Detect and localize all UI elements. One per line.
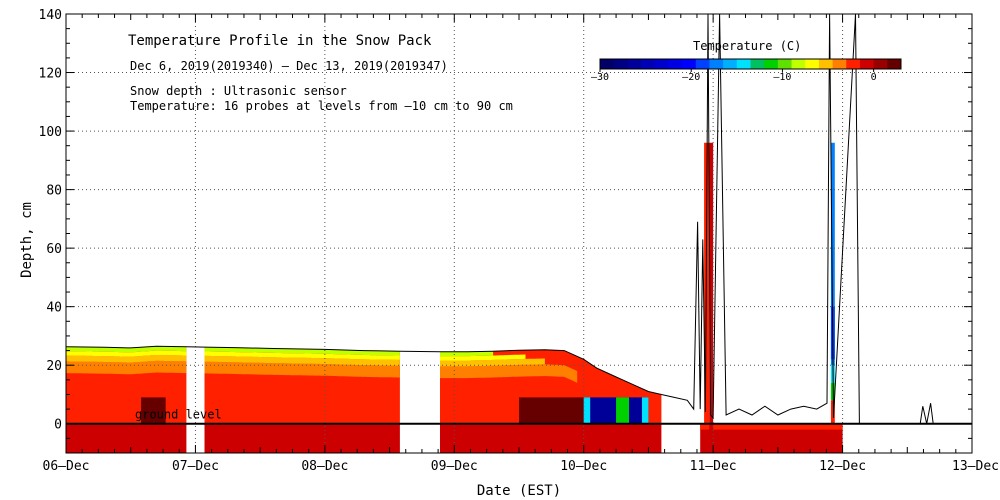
temperature-patch: [709, 142, 714, 453]
colorbar-tick-label: 0: [871, 72, 877, 83]
colorbar-swatch: [682, 59, 697, 69]
temperature-band: [204, 355, 400, 366]
temperature-band: [66, 360, 187, 375]
y-tick-label: 100: [39, 125, 62, 140]
y-tick-label: 60: [46, 242, 62, 257]
colorbar-swatch: [750, 59, 765, 69]
temperature-patch: [616, 397, 630, 424]
colorbar-swatch: [613, 59, 628, 69]
colorbar-tick-label: –10: [773, 72, 791, 83]
y-axis-ticks: 0 20 40 60 80 100 120 140: [39, 8, 972, 454]
y-tick-label: 140: [39, 8, 62, 23]
note-snow-depth: Snow depth : Ultrasonic sensor: [130, 84, 347, 98]
colorbar-label: Temperature (C): [693, 39, 801, 53]
colorbar-swatch: [641, 59, 656, 69]
date-range: Dec 6, 2019(2019340) – Dec 13, 2019(2019…: [130, 59, 448, 73]
temperature-band: [204, 347, 400, 356]
colorbar-frame: [599, 58, 902, 70]
colorbar-swatch: [873, 59, 888, 69]
y-tick-label: 40: [46, 301, 62, 316]
temperature-bands: [66, 346, 843, 453]
temperature-band: [440, 351, 494, 357]
temperature-colorbar: –30 –20 –10 0: [591, 58, 902, 83]
temperature-patch: [830, 400, 835, 424]
colorbar-swatch: [668, 59, 683, 69]
temperature-patch: [141, 397, 166, 424]
temperature-band: [700, 423, 843, 430]
x-tick-label: 10–Dec: [560, 459, 607, 474]
y-tick-label: 20: [46, 359, 62, 374]
x-tick-label: 13–Dec: [952, 459, 999, 474]
colorbar-swatch: [654, 59, 669, 69]
temperature-band: [66, 355, 187, 363]
temperature-band: [440, 423, 662, 453]
colorbar-swatch: [627, 59, 642, 69]
temperature-patch: [830, 142, 835, 366]
temperature-patch: [641, 397, 649, 424]
temperature-band: [204, 351, 400, 360]
temperature-patch: [583, 397, 591, 424]
x-tick-label: 09–Dec: [431, 459, 478, 474]
y-tick-label: 0: [54, 418, 62, 433]
y-tick-label: 120: [39, 67, 62, 82]
colorbar-swatch: [695, 59, 710, 69]
colorbar-tick-label: –20: [682, 72, 700, 83]
colorbar-swatch: [846, 59, 861, 69]
x-tick-label: 12–Dec: [819, 459, 866, 474]
y-tick-label: 80: [46, 184, 62, 199]
x-axis-label: Date (EST): [477, 483, 561, 499]
colorbar-swatch: [859, 59, 875, 69]
colorbar-tick-label: –30: [591, 72, 609, 83]
note-temperature: Temperature: 16 probes at levels from –1…: [130, 99, 513, 113]
temperature-band: [204, 423, 400, 453]
colorbar-swatch: [777, 59, 793, 69]
colorbar-swatch: [723, 59, 738, 69]
chart-title: Temperature Profile in the Snow Pack: [128, 33, 432, 49]
temperature-band: [66, 350, 187, 357]
temperature-band: [204, 361, 400, 378]
colorbar-swatch: [736, 59, 751, 69]
temperature-band: [66, 346, 187, 353]
x-tick-label: 11–Dec: [690, 459, 737, 474]
colorbar-swatch: [600, 59, 615, 69]
colorbar-swatch: [887, 59, 902, 69]
temperature-band: [440, 354, 526, 361]
x-tick-label: 06–Dec: [43, 459, 90, 474]
snow-depth-line: [66, 14, 934, 425]
temperature-band: [66, 423, 187, 453]
colorbar-swatch: [818, 59, 834, 69]
colorbar-swatch: [764, 59, 779, 69]
x-axis-ticks: 06–Dec 07–Dec 08–Dec 09–Dec 10–Dec 11–Dec 12–D…: [43, 14, 999, 474]
x-tick-label: 08–Dec: [301, 459, 348, 474]
temperature-band: [700, 423, 843, 453]
colorbar-swatch: [805, 59, 820, 69]
colorbar-swatch: [791, 59, 806, 69]
temperature-band: [440, 364, 578, 383]
ground-level-label: ground level: [135, 408, 222, 422]
x-tick-label: 07–Dec: [172, 459, 219, 474]
y-axis-label: Depth, cm: [19, 202, 35, 278]
temperature-band: [440, 358, 545, 367]
snow-depth-series: [66, 14, 934, 425]
colorbar-swatch: [832, 59, 847, 69]
colorbar-swatch: [709, 59, 724, 69]
temperature-patch: [519, 397, 584, 424]
